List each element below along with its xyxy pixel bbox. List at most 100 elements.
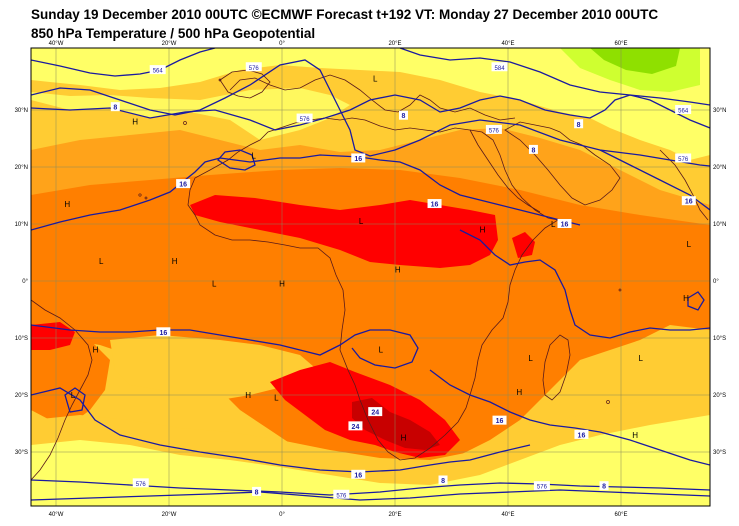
contour-576-north — [31, 59, 710, 167]
temperature-label-text: 8 — [255, 489, 259, 496]
temperature-label: 8 — [528, 144, 538, 154]
island-azores — [218, 78, 222, 82]
geopotential-label: 576 — [333, 489, 350, 499]
geopotential-label-text: 576 — [489, 128, 500, 134]
lon-tick-label: 40°E — [501, 41, 514, 47]
lat-tick-label: 10°N — [15, 222, 28, 228]
temperature-label-text: 8 — [441, 478, 445, 485]
green-cold-core — [590, 48, 680, 74]
temperature-label-box — [368, 407, 383, 417]
temperature-label-text: 24 — [352, 424, 360, 431]
temperature-label: 16 — [681, 196, 696, 206]
low-pressure-marker: L — [99, 257, 104, 266]
contour-l-north-africa — [217, 149, 256, 171]
temperature-label: 24 — [348, 421, 363, 431]
pale-yellow-south-atlantic — [110, 335, 320, 400]
temperature-label-text: 16 — [685, 199, 693, 206]
temperature-label-box — [351, 469, 366, 479]
lat-tick-label: 30°S — [15, 450, 28, 456]
low-pressure-marker: L — [528, 354, 533, 363]
temperature-label-box — [557, 219, 572, 228]
high-pressure-marker: H — [279, 280, 285, 289]
geopotential-label-box — [132, 478, 149, 488]
lon-tick-label: 20°W — [162, 41, 177, 47]
temperature-labels: 8 8 8 8 16 16 16 16 16 16 16 16 16 8 8 8 24 24 — [110, 102, 696, 496]
temperature-label: 16 — [574, 429, 589, 439]
red-warm-east — [512, 232, 535, 258]
temperature-label: 8 — [574, 119, 584, 129]
lon-tick-label: 0° — [279, 41, 285, 47]
temperature-label-text: 16 — [561, 222, 569, 229]
island-cape-verde-2 — [144, 196, 148, 200]
low-pressure-marker: L — [359, 217, 364, 226]
pale-yellow-north-band-2 — [31, 88, 350, 140]
contour-16-east — [599, 149, 710, 211]
temperature-label: 16 — [427, 199, 442, 209]
geopotential-label: 564 — [675, 105, 692, 115]
geopotential-label: 576 — [675, 153, 692, 163]
geopotential-label-text: 564 — [678, 109, 689, 115]
contour-16-mozambique — [429, 369, 710, 466]
orange-tropical-band — [31, 168, 710, 470]
temperature-label: 8 — [398, 110, 408, 120]
temperature-label: 8 — [252, 486, 262, 496]
lat-tick-label: 0° — [713, 279, 719, 285]
contour-584-north — [399, 48, 710, 106]
high-pressure-marker: H — [93, 345, 99, 354]
temperature-label-text: 16 — [354, 472, 362, 479]
temperature-label-text: 8 — [531, 147, 535, 154]
coastlines — [31, 69, 709, 481]
low-pressure-marker: L — [639, 354, 644, 363]
low-pressure-marker: L — [373, 75, 378, 84]
contour-16-sahel — [31, 154, 581, 231]
temperature-label-text: 16 — [159, 330, 167, 337]
light-orange-south-band — [31, 390, 710, 485]
india-coastline — [659, 149, 709, 221]
lon-tick-label: 40°W — [49, 512, 64, 518]
geopotential-label: 576 — [296, 113, 313, 123]
low-pressure-marker: L — [71, 391, 76, 400]
temperature-label-box — [599, 481, 609, 491]
temperature-label: 16 — [557, 219, 572, 229]
contour-564-north — [31, 48, 216, 77]
lon-tick-label: 0° — [279, 512, 285, 518]
low-pressure-marker: L — [551, 220, 556, 229]
axis-ticks: 40°W 40°W 20°W 20°W 0° 0° 20°E 20°E 40°E 40°E 60°E… — [15, 41, 727, 518]
pressure-centres: L L H H L H L H L H H L L H H L H L L L L H H H — [64, 75, 691, 443]
geopotential-label: 564 — [149, 65, 166, 75]
africa-coastline — [187, 117, 560, 461]
lon-tick-label: 20°W — [162, 512, 177, 518]
lon-tick-label: 20°E — [388, 41, 401, 47]
lat-tick-label: 20°N — [713, 165, 726, 171]
geopotential-label-text: 576 — [336, 493, 347, 499]
contour-16-south-atlantic — [31, 324, 419, 369]
high-pressure-marker: H — [480, 226, 486, 235]
temperature-label: 16 — [351, 153, 366, 163]
temperature-label: 24 — [368, 407, 383, 417]
geopotential-label: 576 — [533, 481, 550, 491]
geopotential-label: 576 — [245, 62, 262, 72]
low-pressure-marker: L — [252, 151, 257, 160]
lat-tick-label: 10°N — [713, 222, 726, 228]
geopotential-label: 576 — [132, 478, 149, 488]
temperature-label-text: 16 — [578, 432, 586, 439]
geopotential-label-text: 576 — [300, 117, 311, 123]
graticule — [31, 48, 710, 506]
temperature-label-text: 16 — [179, 182, 187, 189]
geopotential-label-text: 576 — [249, 66, 260, 72]
lat-tick-label: 30°N — [713, 108, 726, 114]
temperature-label: 16 — [492, 415, 507, 425]
temperature-label-box — [348, 421, 363, 431]
temperature-label-text: 8 — [602, 484, 606, 491]
high-pressure-marker: H — [245, 391, 251, 400]
temperature-label: 16 — [351, 469, 366, 479]
temperature-label-text: 8 — [113, 105, 117, 112]
geopotential-label-box — [333, 489, 350, 499]
low-pressure-marker: L — [687, 240, 692, 249]
lon-tick-label: 60°E — [614, 512, 627, 518]
temperature-label: 16 — [176, 179, 191, 189]
low-pressure-marker: L — [274, 394, 279, 403]
temperature-label-box — [398, 110, 408, 120]
europe-coastline — [229, 74, 516, 121]
geopotential-label-box — [485, 124, 502, 134]
